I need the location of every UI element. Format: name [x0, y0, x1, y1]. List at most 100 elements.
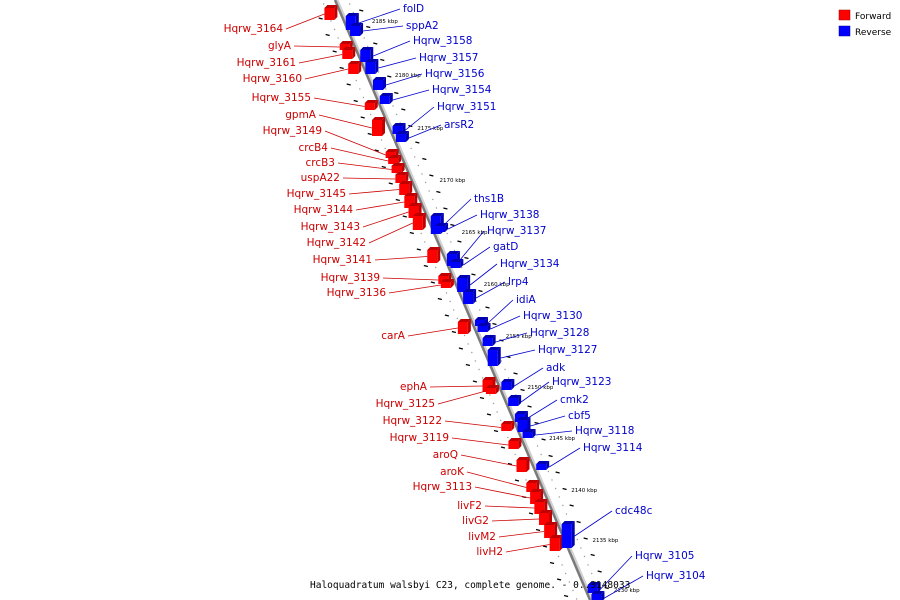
forward-gene-connector	[444, 420, 502, 428]
forward-gene-feature-body	[549, 538, 560, 551]
forward-gene-feature-body	[534, 502, 545, 514]
minor-tick	[346, 83, 351, 86]
reverse-gene-feature-side	[518, 395, 522, 406]
forward-gene-feature	[412, 213, 426, 230]
forward-gene-connector	[337, 162, 392, 170]
guide-dot	[562, 504, 564, 507]
reverse-gene-label: sppA2	[406, 20, 439, 32]
forward-gene-feature-top	[508, 438, 522, 441]
forward-gene-feature	[549, 535, 563, 551]
reverse-gene-label: lrp4	[508, 276, 529, 288]
forward-gene-connector	[407, 327, 458, 337]
forward-gene-connector	[313, 97, 365, 107]
guide-dot	[434, 266, 437, 269]
reverse-gene-feature-side	[601, 591, 605, 600]
forward-gene-feature-top	[404, 193, 418, 196]
guide-dot	[435, 207, 438, 209]
reverse-gene-connector	[604, 575, 644, 599]
forward-gene-feature-top	[438, 273, 452, 276]
forward-gene-feature-body	[364, 103, 375, 110]
minor-tick	[471, 273, 476, 276]
reverse-gene-feature-top	[561, 521, 575, 524]
forward-gene-label: Hqrw_3149	[263, 125, 322, 137]
guide-dot	[504, 368, 506, 371]
minor-tick	[401, 108, 406, 111]
forward-gene-feature-top	[485, 385, 499, 388]
guide-dot	[500, 419, 502, 422]
reverse-gene-feature	[360, 47, 374, 62]
minor-tick	[597, 570, 602, 573]
forward-gene-feature-body	[508, 441, 519, 449]
forward-gene-label: Hqrw_3136	[327, 287, 387, 299]
forward-gene-label: crcB3	[305, 157, 335, 169]
forward-gene-feature-body	[385, 152, 396, 158]
forward-gene-feature-top	[457, 319, 471, 322]
reverse-gene-label: idiA	[516, 294, 536, 306]
reverse-gene-feature-body	[517, 420, 528, 432]
reverse-gene-feature-side	[467, 275, 471, 292]
reverse-gene-feature	[508, 395, 522, 406]
forward-gene-feature-body	[539, 513, 550, 525]
forward-gene-label: glyA	[268, 40, 292, 52]
minor-tick	[528, 512, 534, 515]
minor-tick	[500, 446, 506, 449]
reverse-gene-feature	[463, 289, 477, 304]
forward-gene-feature-body	[404, 196, 415, 208]
forward-gene-feature-body	[530, 492, 541, 504]
kbp-tick-label: 2170 kbp	[440, 178, 466, 184]
kbp-tick-label: 2135 kbp	[593, 538, 619, 544]
guide-dot	[359, 88, 361, 90]
guide-dot	[453, 249, 456, 252]
guide-dot	[421, 173, 423, 175]
forward-gene-feature	[395, 172, 409, 183]
forward-gene-feature	[516, 457, 530, 472]
forward-gene-feature-top	[412, 213, 426, 216]
reverse-gene-feature-top	[360, 47, 374, 50]
reverse-gene-label: Hqrw_3114	[583, 442, 643, 454]
guide-dot	[456, 317, 459, 320]
guide-dot	[489, 394, 491, 396]
forward-gene-connector	[429, 385, 483, 388]
guide-dot	[525, 479, 527, 481]
forward-gene-feature-side	[409, 181, 413, 195]
minor-tick	[479, 396, 485, 400]
minor-tick	[437, 297, 443, 301]
forward-gene-feature-side	[549, 510, 553, 525]
reverse-gene-connector	[463, 246, 491, 266]
forward-gene-connector	[498, 531, 545, 538]
reverse-gene-feature	[536, 461, 550, 470]
forward-gene-feature-side	[382, 117, 385, 136]
forward-gene-feature-side	[526, 457, 530, 472]
reverse-gene-feature-top	[536, 461, 550, 464]
guide-dot	[449, 300, 451, 303]
forward-gene-feature-side	[334, 5, 338, 20]
reverse-gene-label: gatD	[493, 241, 518, 253]
forward-gene-feature-side	[405, 172, 409, 183]
guide-dot	[446, 232, 448, 235]
forward-gene-connector	[466, 471, 527, 488]
forward-gene-feature-body	[342, 50, 353, 59]
reverse-gene-feature	[435, 223, 449, 232]
reverse-gene-feature-body	[482, 338, 493, 346]
minor-tick	[325, 33, 330, 37]
forward-gene-feature-body	[482, 380, 493, 392]
minor-tick	[436, 190, 441, 194]
guide-dot	[333, 28, 336, 31]
reverse-gene-label: Hqrw_3104	[646, 570, 706, 582]
guide-dot	[536, 445, 539, 447]
forward-gene-label: Hqrw_3119	[390, 432, 449, 444]
forward-gene-label: Hqrw_3141	[313, 254, 372, 266]
guide-dot	[352, 11, 355, 14]
forward-gene-feature	[539, 510, 553, 525]
reverse-gene-feature-body	[457, 278, 468, 292]
reverse-gene-feature	[379, 93, 393, 104]
minor-tick	[423, 264, 428, 268]
reverse-gene-feature-body	[501, 382, 512, 390]
reverse-gene-feature-body	[591, 594, 602, 600]
reverse-gene-feature-body	[587, 585, 598, 593]
forward-gene-feature-top	[395, 172, 409, 175]
forward-gene-feature-body	[457, 322, 468, 334]
reverse-gene-feature	[482, 335, 496, 346]
minor-tick	[555, 471, 560, 474]
minor-tick	[590, 553, 595, 557]
